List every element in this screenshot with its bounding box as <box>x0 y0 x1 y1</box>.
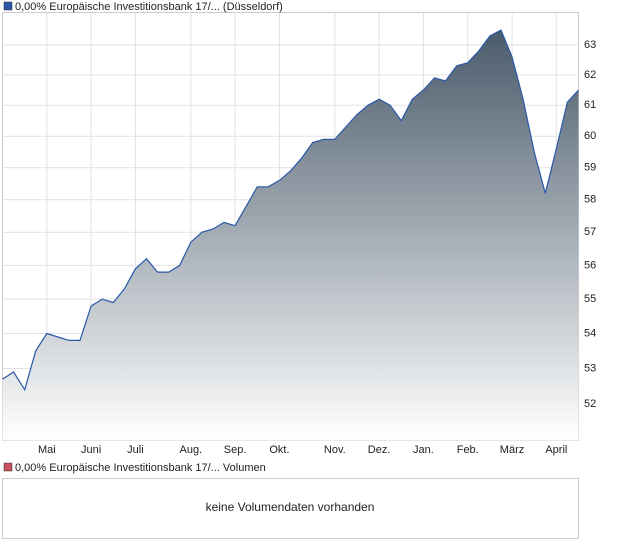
y-tick-label: 57 <box>584 226 596 238</box>
x-tick-label: Okt. <box>269 444 289 456</box>
volume-panel <box>2 478 579 539</box>
y-tick-label: 59 <box>584 162 596 174</box>
x-tick-label: Dez. <box>368 444 391 456</box>
area <box>2 30 579 441</box>
y-tick-label: 58 <box>584 194 596 206</box>
y-tick-label: 52 <box>584 398 596 410</box>
y-tick-label: 60 <box>584 130 596 142</box>
legend-label: 0,00% Europäische Investitionsbank 17/..… <box>15 1 283 13</box>
y-tick-label: 54 <box>584 327 596 339</box>
legend-label: 0,00% Europäische Investitionsbank 17/..… <box>15 462 266 474</box>
x-tick-label: Aug. <box>179 444 202 456</box>
x-tick-label: April <box>545 444 567 456</box>
x-tick-label: Feb. <box>457 444 479 456</box>
x-tick-label: März <box>500 444 524 456</box>
y-tick-label: 55 <box>584 293 596 305</box>
x-tick-label: Jan. <box>413 444 434 456</box>
y-tick-label: 63 <box>584 39 596 51</box>
y-tick-label: 53 <box>584 362 596 374</box>
x-tick-label: Sep. <box>224 444 247 456</box>
x-tick-label: Nov. <box>324 444 346 456</box>
x-tick-label: Juni <box>81 444 101 456</box>
y-tick-label: 61 <box>584 99 596 111</box>
line <box>2 29 579 392</box>
volume-message: keine Volumendaten vorhanden <box>206 500 375 514</box>
x-tick-label: Juli <box>127 444 144 456</box>
y-tick-label: 62 <box>584 69 596 81</box>
legend-swatch <box>3 462 13 472</box>
x-tick-label: Mai <box>38 444 56 456</box>
legend-swatch <box>3 1 13 11</box>
y-tick-label: 56 <box>584 259 596 271</box>
